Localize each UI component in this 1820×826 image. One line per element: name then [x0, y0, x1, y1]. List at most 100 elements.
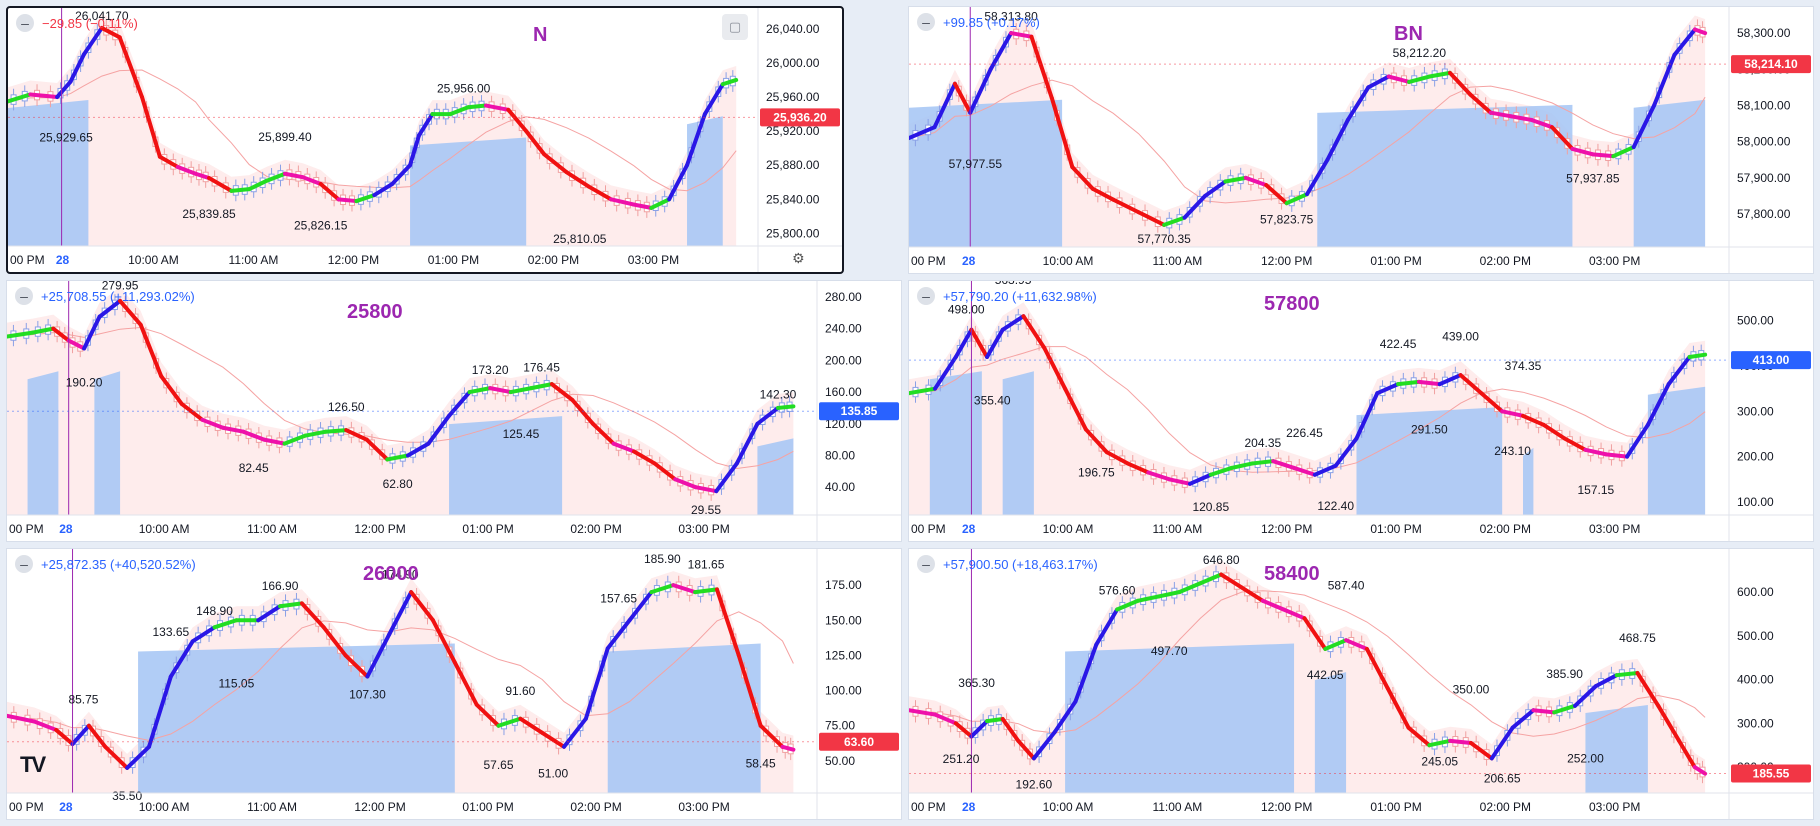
data-label: 350.00	[1453, 682, 1490, 696]
trend-segment	[364, 437, 390, 462]
trend-segment	[146, 674, 173, 749]
trend-segment	[1552, 703, 1578, 715]
x-tick-label: 12:00 PM	[1261, 800, 1312, 814]
data-label: 497.70	[1151, 644, 1188, 658]
data-label: 576.60	[1099, 584, 1136, 598]
trend-segment	[1570, 146, 1595, 157]
trend-segment	[68, 52, 86, 84]
trend-segment	[714, 461, 739, 494]
settings-gear-icon[interactable]: ⚙	[792, 250, 805, 266]
series-header: – +99.85 (+0.17%)	[917, 13, 1040, 31]
collapse-icon[interactable]: –	[15, 555, 33, 573]
trend-segment	[265, 171, 287, 183]
x-tick-label: 00 PM	[911, 522, 946, 536]
chart-panel-n[interactable]: – −29.85 (−0.11%) N 26,041.70 25,929.65 25,83…	[6, 6, 844, 274]
trend-segment	[1500, 409, 1525, 418]
collapse-icon[interactable]: –	[16, 14, 34, 32]
x-tick-label: 02:00 PM	[1480, 800, 1531, 814]
y-tick-label: 58,300.00	[1737, 26, 1791, 40]
data-label: 204.35	[1244, 436, 1281, 450]
volume-area	[757, 438, 794, 515]
trend-segment	[241, 429, 266, 442]
y-tick-label: 25,800.00	[766, 226, 820, 240]
x-tick-label: 03:00 PM	[678, 800, 729, 814]
trend-segment	[125, 744, 151, 770]
trend-segment	[985, 327, 1005, 359]
y-tick-label: 100.00	[1737, 495, 1774, 509]
chart-panel-57800[interactable]: –+57,790.20 (+11,632.98%) 57800 498.00 563.…	[908, 280, 1814, 542]
data-label: 252.00	[1567, 751, 1604, 765]
y-tick-label: 280.00	[825, 290, 862, 304]
trend-segment	[229, 187, 252, 193]
last-price-tag	[819, 402, 899, 421]
collapse-icon[interactable]: –	[15, 287, 33, 305]
y-tick-label: 25,920.00	[766, 124, 820, 138]
trend-segment	[1009, 31, 1034, 39]
data-label: 385.90	[1546, 667, 1583, 681]
trend-segment	[390, 163, 413, 187]
chart-panel-58400[interactable]: – +57,900.50 (+18,463.17%) 58400 365.30 251.…	[908, 548, 1814, 820]
last-price-tag	[1731, 764, 1811, 783]
trend-segment	[693, 587, 719, 595]
data-label: 181.65	[688, 558, 725, 572]
data-label: 498.00	[948, 303, 985, 317]
data-label: 35.50	[112, 789, 142, 803]
change-value: +57,900.50 (+18,463.17%)	[943, 556, 1098, 572]
x-tick-label: 28	[59, 522, 73, 536]
data-label: 251.20	[943, 752, 980, 766]
chart-panel-25800[interactable]: – +25,708.55 (+11,293.02%) 25800 279.95 190.…	[6, 280, 902, 542]
chart-panel-26000[interactable]: – +25,872.35 (+40,520.52%) 26000 85.75 35.50…	[6, 548, 902, 820]
collapse-icon[interactable]: –	[917, 555, 935, 573]
chart-svg: 498.00 563.95 355.40 196.75 120.85 204.35 226.…	[909, 281, 1813, 541]
change-value: +25,708.55 (+11,293.02%)	[41, 288, 195, 304]
trend-segment	[140, 95, 162, 159]
x-tick-label: 00 PM	[911, 800, 946, 814]
volume-area	[607, 643, 761, 793]
trend-segment	[1448, 738, 1473, 746]
trend-segment	[1604, 452, 1630, 459]
data-label: 185.90	[644, 552, 681, 566]
trend-segment	[631, 202, 654, 210]
data-label: 58,313.80	[984, 9, 1038, 23]
x-tick-label: 03:00 PM	[678, 522, 729, 536]
trend-segment	[1090, 186, 1116, 202]
chart-panel-bn[interactable]: – +99.85 (+0.17%) BN 58,313.80 57,977.55 58,2…	[908, 6, 1814, 274]
trend-segment	[1562, 436, 1588, 452]
change-value: −29.85 (−0.11%)	[42, 15, 138, 31]
data-label: 29.55	[691, 503, 721, 517]
trend-segment	[1488, 110, 1514, 119]
trend-segment	[103, 744, 130, 770]
trend-segment	[405, 441, 431, 458]
data-label: 646.80	[1203, 553, 1240, 567]
screenshot-icon[interactable]: ▢	[722, 14, 748, 40]
data-label: 587.40	[1328, 579, 1365, 593]
trend-segment	[32, 719, 59, 732]
trend-segment	[1000, 314, 1026, 332]
last-price-label: 185.55	[1753, 766, 1790, 780]
trend-segment	[969, 327, 990, 359]
trend-segment	[720, 77, 739, 87]
trend-segment	[256, 604, 283, 623]
trend-segment	[1386, 74, 1412, 84]
trend-segment	[611, 441, 637, 454]
trend-segment	[969, 719, 990, 739]
change-value: +25,872.35 (+40,520.52%)	[41, 556, 196, 572]
trend-segment	[540, 730, 567, 749]
trend-segment	[1021, 314, 1047, 350]
volume-area	[909, 99, 1063, 247]
trend-segment	[1240, 585, 1265, 603]
collapse-icon[interactable]: –	[917, 287, 935, 305]
trend-segment	[1447, 70, 1473, 97]
x-tick-label: 03:00 PM	[1589, 522, 1640, 536]
x-tick-label: 10:00 AM	[139, 522, 190, 536]
trend-segment	[1677, 738, 1697, 770]
collapse-icon[interactable]: –	[917, 13, 935, 31]
y-tick-label: 240.00	[825, 322, 862, 336]
x-tick-label: 10:00 AM	[128, 253, 179, 267]
y-tick-label: 600.00	[1737, 585, 1774, 599]
trend-segment	[318, 182, 341, 202]
data-label: 25,839.85	[182, 207, 236, 221]
trend-segment	[1104, 450, 1130, 466]
x-tick-label: 28	[962, 800, 976, 814]
x-tick-label: 11:00 AM	[1152, 254, 1202, 268]
